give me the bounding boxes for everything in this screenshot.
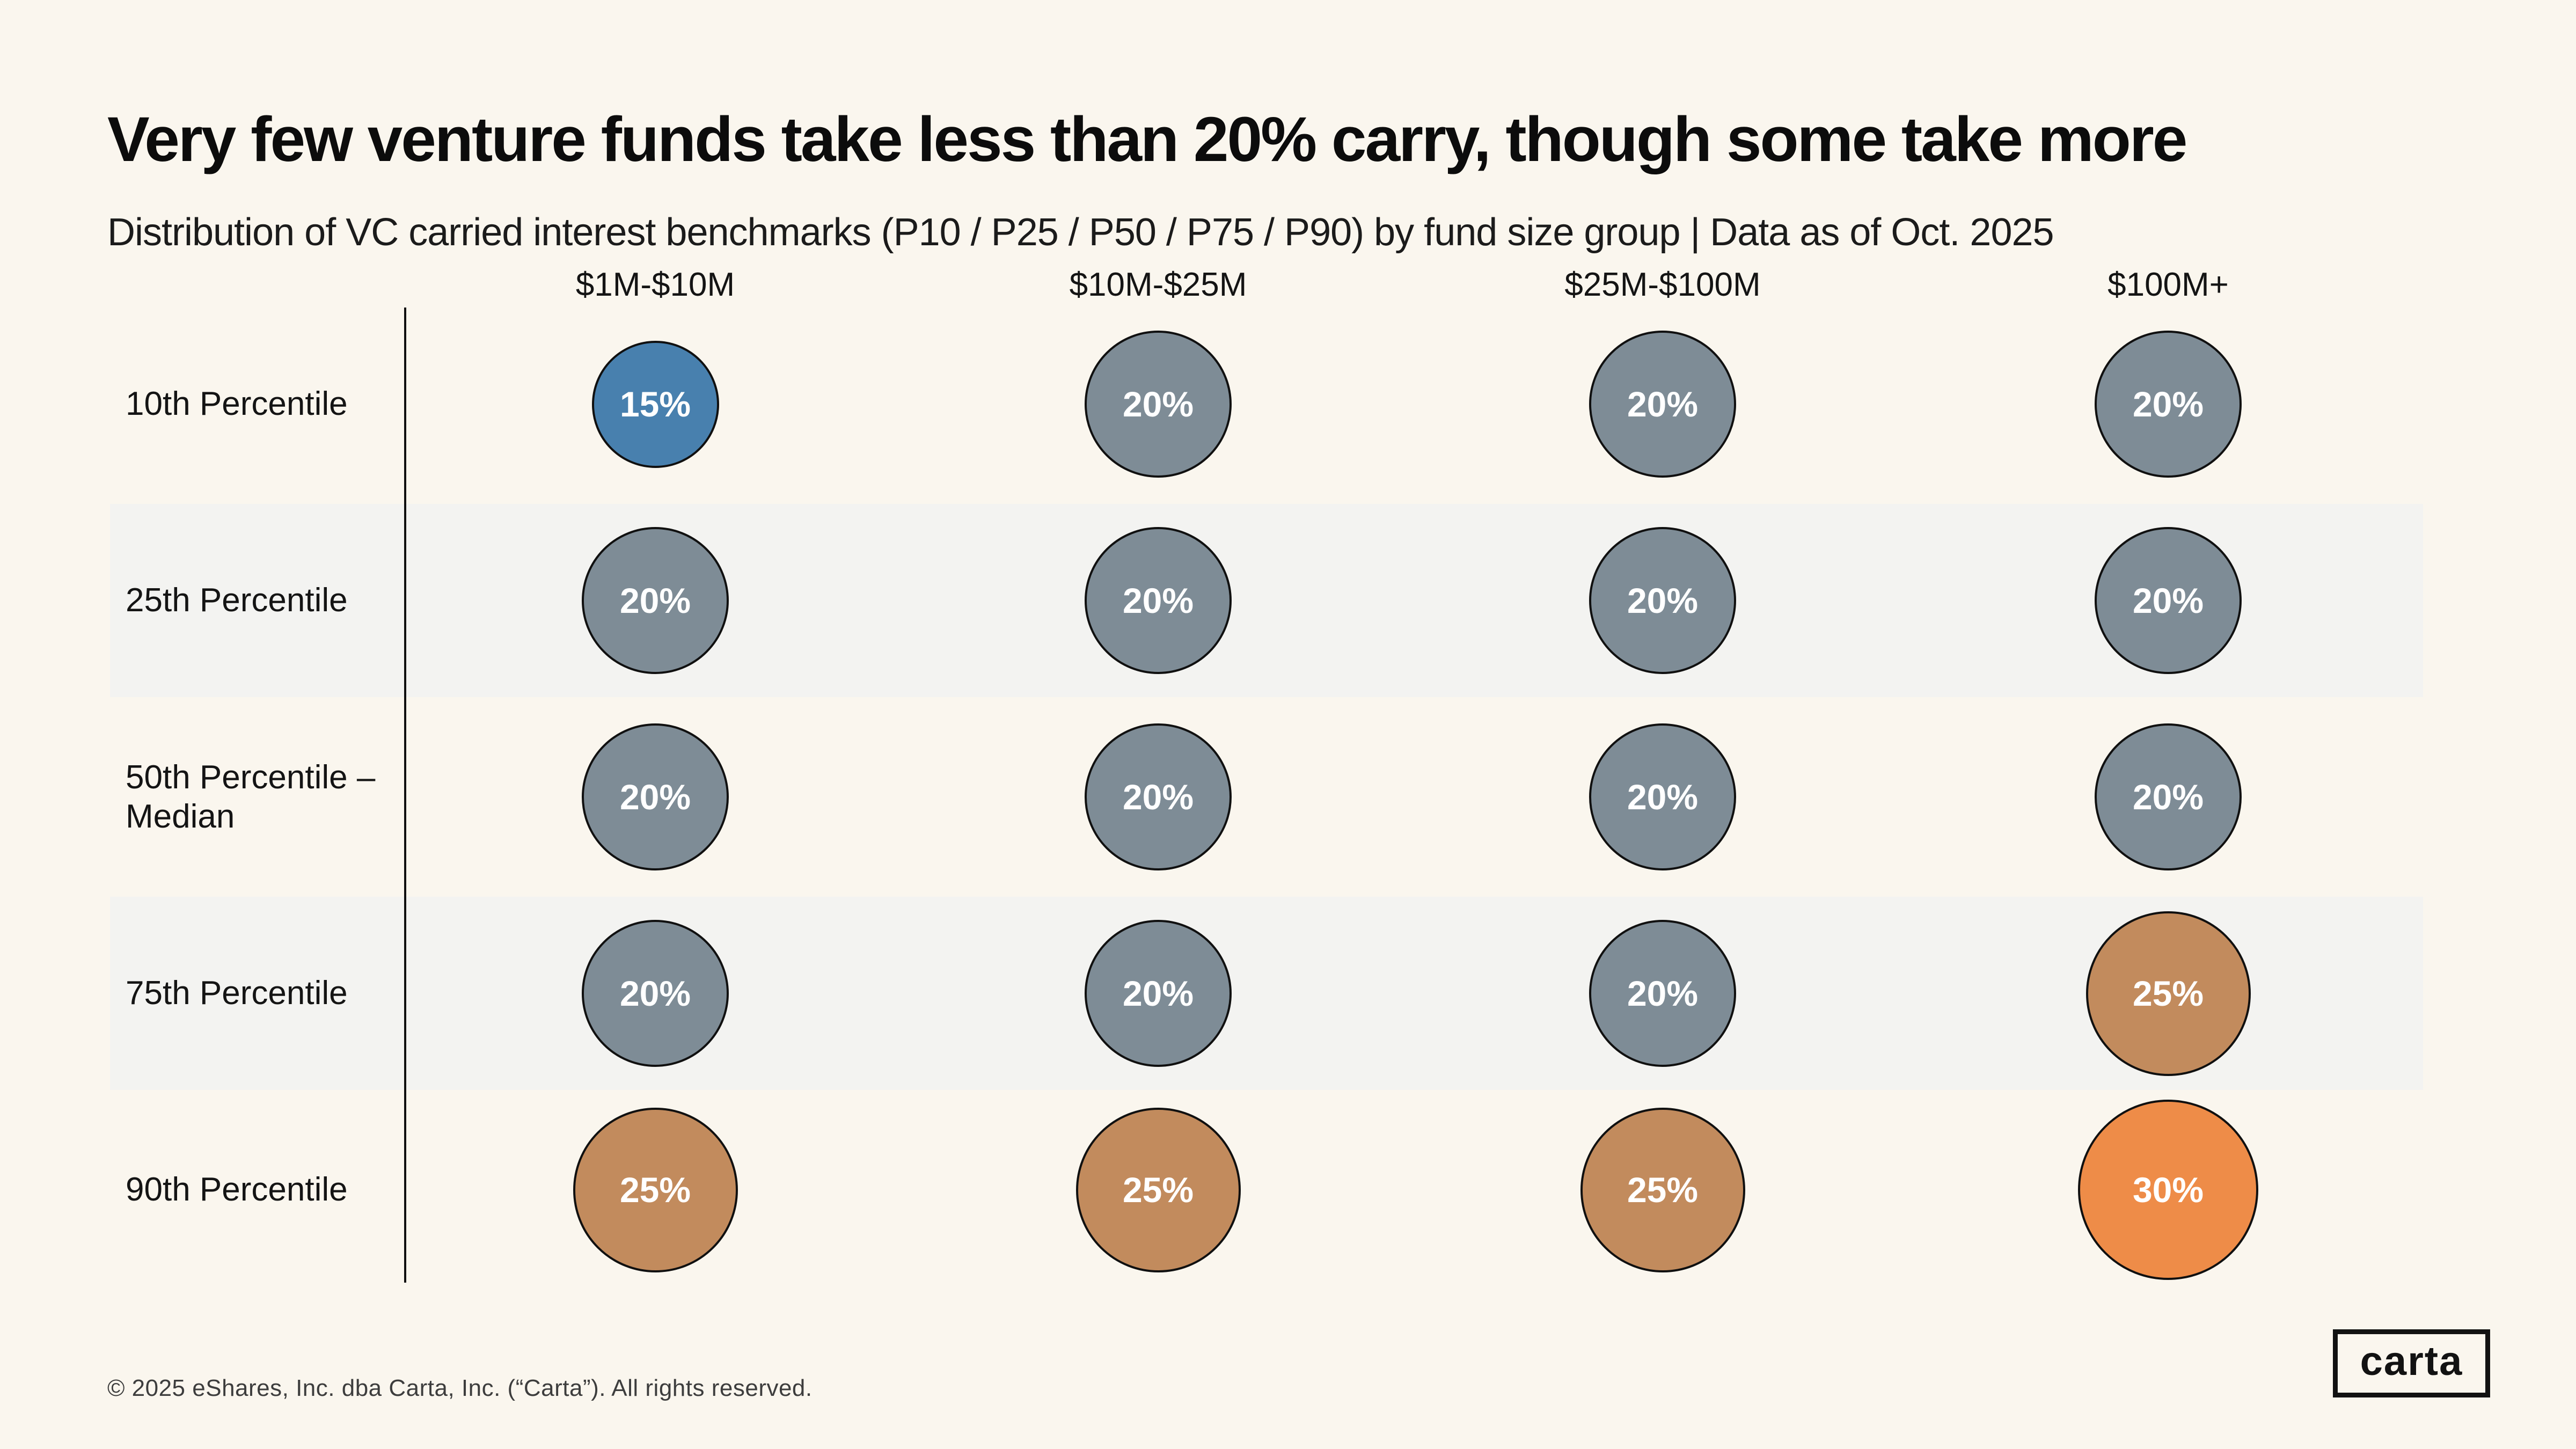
copyright-text: © 2025 eShares, Inc. dba Carta, Inc. (“C… — [107, 1375, 813, 1401]
value-bubble: 20% — [1085, 527, 1232, 674]
value-bubble: 25% — [573, 1107, 738, 1272]
carta-logo: carta — [2333, 1329, 2490, 1397]
bubble-value-label: 20% — [1627, 974, 1699, 1013]
bubble-value-label: 20% — [1122, 777, 1194, 817]
row-label: 50th Percentile – Median — [126, 758, 376, 835]
column-header: $25M-$100M — [1564, 266, 1761, 303]
bubble-value-label: 20% — [619, 974, 691, 1013]
row-label: 75th Percentile — [126, 975, 348, 1012]
bubble-value-label: 25% — [1122, 1170, 1194, 1210]
bubble-value-label: 20% — [1122, 974, 1194, 1013]
bubble-value-label: 20% — [1122, 384, 1194, 424]
row-label: 90th Percentile — [126, 1171, 348, 1209]
value-bubble: 20% — [1589, 723, 1736, 870]
bubble-value-label: 15% — [619, 384, 691, 424]
bubble-value-label: 20% — [1627, 777, 1699, 817]
bubble-value-label: 25% — [2132, 974, 2204, 1013]
value-bubble: 20% — [1589, 527, 1736, 674]
value-bubble: 20% — [582, 920, 729, 1067]
bubble-value-label: 20% — [1627, 581, 1699, 620]
value-bubble: 30% — [2078, 1100, 2258, 1280]
page-subtitle: Distribution of VC carried interest benc… — [107, 211, 2054, 254]
row-band — [110, 897, 2423, 1090]
value-bubble: 20% — [1085, 920, 1232, 1067]
bubble-value-label: 20% — [1627, 384, 1699, 424]
row-label: 10th Percentile — [126, 385, 348, 423]
bubble-value-label: 20% — [2132, 384, 2204, 424]
value-bubble: 20% — [2095, 723, 2242, 870]
value-bubble: 20% — [2095, 331, 2242, 478]
value-bubble: 25% — [1580, 1107, 1745, 1272]
bubble-value-label: 20% — [619, 581, 691, 620]
value-bubble: 25% — [1075, 1107, 1241, 1272]
row-label: 25th Percentile — [126, 582, 348, 619]
value-bubble: 25% — [2085, 911, 2251, 1076]
row-band — [110, 504, 2423, 697]
bubble-value-label: 25% — [619, 1170, 691, 1210]
bubble-value-label: 20% — [619, 777, 691, 817]
value-bubble: 15% — [591, 340, 719, 468]
value-bubble: 20% — [1589, 920, 1736, 1067]
axis-divider-line — [404, 308, 406, 1283]
value-bubble: 20% — [1085, 723, 1232, 870]
value-bubble: 20% — [1589, 331, 1736, 478]
bubble-value-label: 20% — [2132, 581, 2204, 620]
value-bubble: 20% — [582, 723, 729, 870]
bubble-value-label: 30% — [2132, 1170, 2204, 1210]
value-bubble: 20% — [582, 527, 729, 674]
value-bubble: 20% — [1085, 331, 1232, 478]
column-header: $10M-$25M — [1069, 266, 1247, 303]
carta-logo-text: carta — [2360, 1338, 2463, 1384]
value-bubble: 20% — [2095, 527, 2242, 674]
bubble-value-label: 20% — [2132, 777, 2204, 817]
bubble-value-label: 20% — [1122, 581, 1194, 620]
column-header: $1M-$10M — [575, 266, 735, 303]
column-header: $100M+ — [2107, 266, 2229, 303]
page-title: Very few venture funds take less than 20… — [107, 104, 2187, 175]
bubble-value-label: 25% — [1627, 1170, 1699, 1210]
